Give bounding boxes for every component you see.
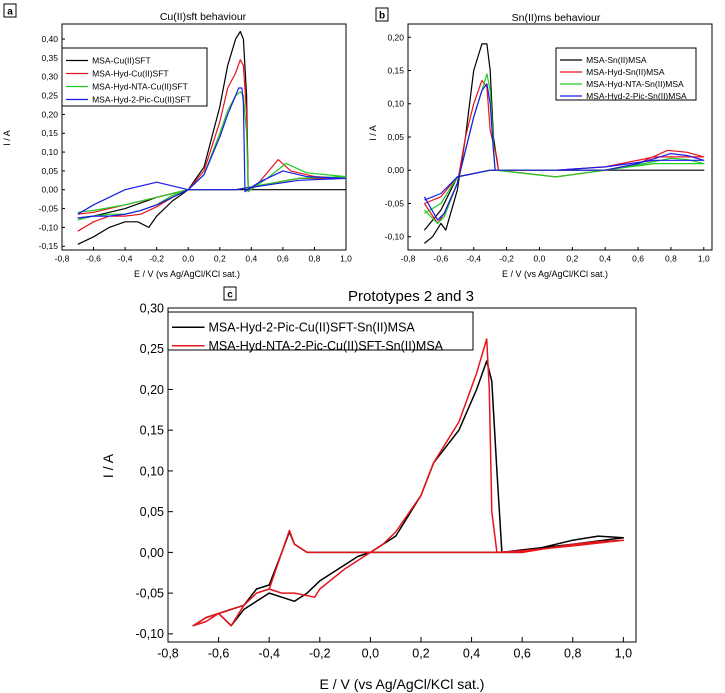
legend-entry: MSA-Hyd-NTA-Cu(II)SFT xyxy=(92,81,188,91)
series-line xyxy=(192,360,625,627)
legend-entry: MSA-Hyd-2-Pic-Cu(II)SFT-Sn(II)MSA xyxy=(209,321,416,335)
panel-label: a xyxy=(7,7,13,18)
y-tick-label: -0,05 xyxy=(385,198,405,208)
y-tick-label: 0,00 xyxy=(140,546,164,560)
y-tick-label: 0,20 xyxy=(41,109,58,119)
panel-a: a Cu(II)sft behaviour E / V (vs Ag/AgCl/… xyxy=(2,3,352,279)
y-tick-label: 0,20 xyxy=(387,32,404,42)
x-tick-label: 0,4 xyxy=(599,254,611,264)
panel-c: c Prototypes 2 and 3 E / V (vs Ag/AgCl/K… xyxy=(100,286,637,692)
y-tick-label: -0,10 xyxy=(39,222,59,232)
chart-title: Prototypes 2 and 3 xyxy=(348,288,474,305)
x-tick-label: -0,2 xyxy=(149,254,164,264)
legend-box xyxy=(61,47,208,107)
legend-box xyxy=(555,47,697,101)
y-tick-label: 0,35 xyxy=(41,53,58,63)
series-line xyxy=(423,79,705,224)
y-tick-label: 0,05 xyxy=(41,166,58,176)
x-tick-label: 1,0 xyxy=(698,254,710,264)
legend-entry: MSA-Hyd-2-Pic-Sn(II)MSA xyxy=(586,91,687,101)
x-tick-label: 0,2 xyxy=(412,647,429,661)
x-axis-label: E / V (vs Ag/AgCl/KCl sat.) xyxy=(320,676,485,692)
panel-label: b xyxy=(379,11,385,22)
y-tick-label: 0,15 xyxy=(140,424,164,438)
x-tick-label: 0,6 xyxy=(632,254,644,264)
x-tick-label: 0,6 xyxy=(513,647,530,661)
chart-title: Cu(II)sft behaviour xyxy=(160,11,247,23)
x-tick-label: 0,8 xyxy=(564,647,581,661)
x-tick-label: 1,0 xyxy=(615,647,632,661)
panel-b: b Sn(II)ms behaviour E / V (vs Ag/AgCl/K… xyxy=(368,7,713,279)
x-tick-label: -0,4 xyxy=(466,254,481,264)
y-tick-label: 0,05 xyxy=(387,132,404,142)
x-tick-label: 0,4 xyxy=(463,647,480,661)
y-tick-label: -0,05 xyxy=(39,204,59,214)
series-line xyxy=(77,87,346,219)
y-tick-label: 0,20 xyxy=(140,383,164,397)
x-tick-label: -0,2 xyxy=(499,254,514,264)
series-line xyxy=(192,338,625,627)
x-tick-label: 0,0 xyxy=(534,254,546,264)
chart-title: Sn(II)ms behaviour xyxy=(512,12,601,24)
x-tick-label: 0,0 xyxy=(362,647,379,661)
y-axis-label: I / A xyxy=(100,453,116,478)
x-tick-label: -0,4 xyxy=(258,647,280,661)
legend-entry: MSA-Hyd-Sn(II)MSA xyxy=(586,67,665,77)
panel-label-box xyxy=(3,3,17,18)
plot-frame xyxy=(167,307,637,643)
legend-entry: MSA-Hyd-NTA-2-Pic-Cu(II)SFT-Sn(II)MSA xyxy=(209,339,444,353)
x-tick-label: 0,4 xyxy=(245,254,257,264)
x-tick-label: -0,6 xyxy=(86,254,101,264)
x-tick-label: -0,8 xyxy=(401,254,416,264)
x-tick-label: 0,2 xyxy=(566,254,578,264)
y-tick-label: 0,00 xyxy=(387,165,404,175)
legend-entry: MSA-Sn(II)MSA xyxy=(586,55,647,65)
y-tick-label: 0,10 xyxy=(387,99,404,109)
y-tick-label: -0,15 xyxy=(39,241,59,251)
x-tick-label: 0,8 xyxy=(309,254,321,264)
y-tick-label: 0,30 xyxy=(140,301,164,315)
legend-entry: MSA-Hyd-Cu(II)SFT xyxy=(92,68,169,78)
y-tick-label: 0,10 xyxy=(41,147,58,157)
y-axis-label: I / A xyxy=(368,125,378,141)
x-tick-label: -0,6 xyxy=(208,647,230,661)
x-tick-label: 0,8 xyxy=(665,254,677,264)
legend-box xyxy=(167,311,474,351)
x-tick-label: 0,2 xyxy=(214,254,226,264)
panel-label: c xyxy=(227,290,233,301)
y-axis-label: I / A xyxy=(2,130,12,146)
legend-entry: MSA-Hyd-NTA-Sn(II)MSA xyxy=(586,79,684,89)
x-tick-label: -0,4 xyxy=(118,254,133,264)
y-tick-label: 0,10 xyxy=(140,464,164,478)
panel-label-box xyxy=(223,286,237,301)
y-tick-label: -0,10 xyxy=(136,627,165,641)
y-tick-label: 0,00 xyxy=(41,185,58,195)
y-tick-label: -0,10 xyxy=(385,232,405,242)
x-tick-label: 0,6 xyxy=(277,254,289,264)
x-axis-label: E / V (vs Ag/AgCl/KCl sat.) xyxy=(134,269,240,279)
x-tick-label: -0,6 xyxy=(434,254,449,264)
y-tick-label: 0,15 xyxy=(41,128,58,138)
x-tick-label: -0,8 xyxy=(55,254,70,264)
x-tick-label: 0,0 xyxy=(182,254,194,264)
legend-entry: MSA-Hyd-2-Pic-Cu(II)SFT xyxy=(92,94,191,104)
y-tick-label: 0,40 xyxy=(41,34,58,44)
panel-label-box xyxy=(375,7,389,22)
legend-entry: MSA-Cu(II)SFT xyxy=(92,55,151,65)
x-tick-label: -0,2 xyxy=(309,647,331,661)
y-tick-label: 0,05 xyxy=(140,505,164,519)
y-tick-label: 0,25 xyxy=(140,342,164,356)
y-tick-label: 0,25 xyxy=(41,91,58,101)
y-tick-label: -0,05 xyxy=(136,586,165,600)
x-tick-label: 1,0 xyxy=(340,254,352,264)
series-line xyxy=(423,83,705,221)
plot-frame xyxy=(61,23,347,251)
y-tick-label: 0,30 xyxy=(41,72,58,82)
x-axis-label: E / V (vs Ag/AgCl/KCl sat.) xyxy=(502,269,608,279)
x-tick-label: -0,8 xyxy=(157,647,179,661)
y-tick-label: 0,15 xyxy=(387,66,404,76)
